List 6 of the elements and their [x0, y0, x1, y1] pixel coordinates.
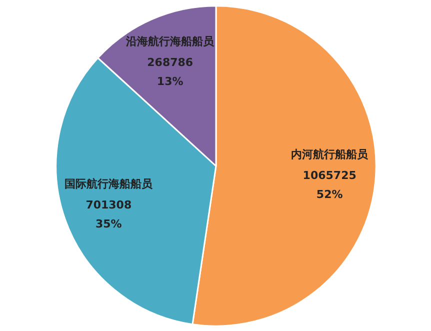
- slice-label: 内河航行船船员: [291, 148, 370, 161]
- data-label: 1065725 52%: [302, 168, 356, 201]
- slice-label: 国际航行海船船员: [64, 178, 154, 191]
- data-label: 701308 35%: [86, 198, 132, 231]
- slice-label: 沿海航行海船船员: [125, 35, 216, 48]
- data-label: 268786 13%: [147, 56, 194, 88]
